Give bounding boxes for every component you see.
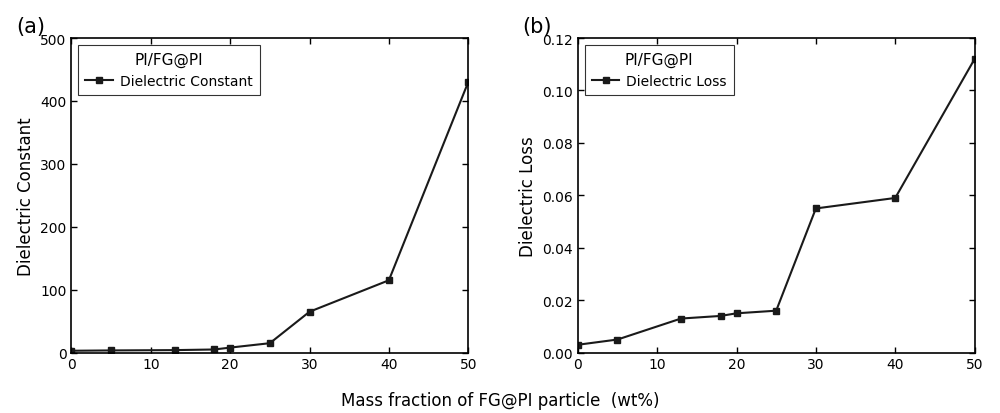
Text: (a): (a)	[16, 17, 45, 37]
Y-axis label: Dielectric Loss: Dielectric Loss	[519, 135, 537, 256]
Text: (b): (b)	[522, 17, 552, 37]
Text: Mass fraction of FG@PI particle  (wt%): Mass fraction of FG@PI particle (wt%)	[341, 391, 659, 409]
Legend: Dielectric Constant: Dielectric Constant	[78, 46, 260, 96]
Y-axis label: Dielectric Constant: Dielectric Constant	[17, 117, 35, 275]
Legend: Dielectric Loss: Dielectric Loss	[585, 46, 734, 96]
